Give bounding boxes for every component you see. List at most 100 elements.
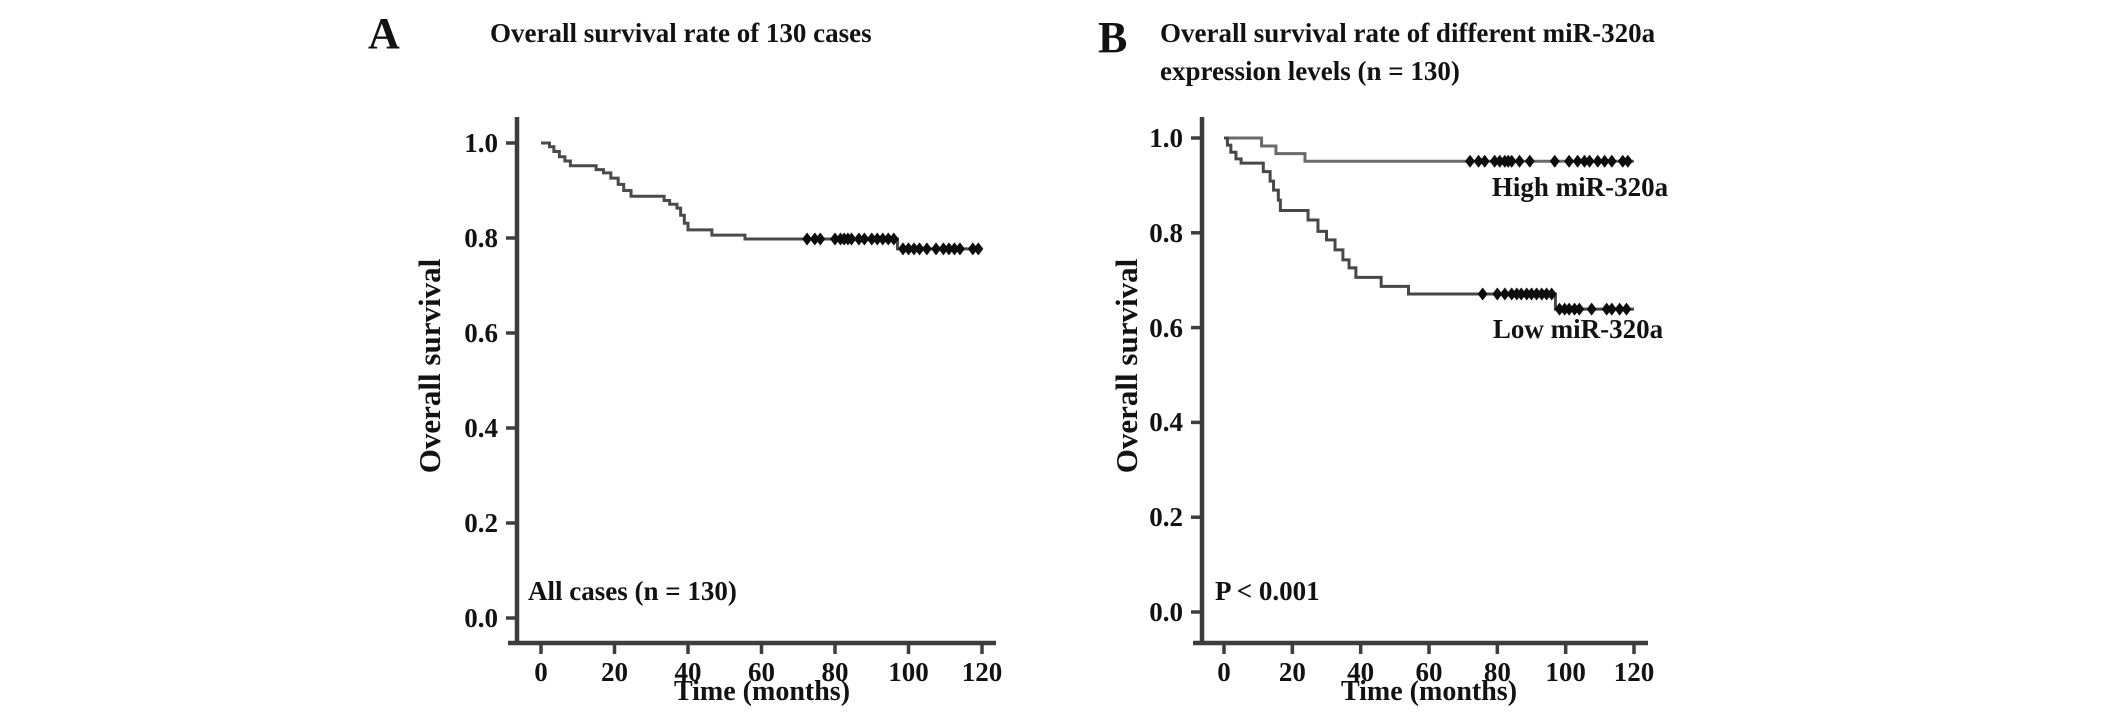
b-censor-mark-0	[1514, 154, 1525, 168]
b-censor-mark-1	[1477, 287, 1488, 301]
b-x-tick-label: 0	[1217, 657, 1231, 687]
b-censor-mark-0	[1592, 154, 1603, 168]
a-x-tick-label: 40	[674, 657, 702, 687]
b-x-tick-label: 40	[1347, 657, 1375, 687]
b-censor-mark-0	[1549, 154, 1560, 168]
a-censor-mark-0	[809, 232, 820, 246]
b-censor-mark-1	[1621, 302, 1632, 316]
b-censor-mark-1	[1506, 287, 1517, 301]
panel-b-letter: B	[1098, 13, 1128, 62]
b-censor-mark-1	[1499, 287, 1510, 301]
a-y-tick-label: 0.6	[464, 318, 498, 348]
high-curve-label: High miR-320a	[1491, 172, 1669, 202]
b-censor-mark-0	[1617, 154, 1628, 168]
b-y-tick-label: 0.4	[1149, 407, 1183, 438]
a-censor-mark-0	[888, 232, 899, 246]
a-censor-mark-0	[949, 242, 960, 256]
b-x-tick-label: 120	[1613, 657, 1655, 687]
a-y-tick-label: 0.8	[464, 223, 498, 253]
b-censor-mark-0	[1599, 154, 1610, 168]
b-censor-mark-1	[1526, 287, 1537, 301]
panel-b-y-axis-title: Overall survival	[1109, 258, 1144, 474]
b-x-tick-label: 20	[1278, 657, 1306, 687]
a-censor-mark-0	[903, 242, 914, 256]
b-y-tick-label: 0.2	[1149, 502, 1183, 533]
b-censor-mark-0	[1572, 154, 1583, 168]
a-censor-mark-0	[859, 232, 870, 246]
a-censor-mark-0	[967, 242, 978, 256]
b-censor-mark-1	[1586, 302, 1597, 316]
b-censor-mark-1	[1614, 302, 1625, 316]
b-censor-mark-1	[1541, 287, 1552, 301]
b-censor-mark-0	[1489, 154, 1500, 168]
b-censor-mark-0	[1465, 154, 1476, 168]
a-y-tick-label: 0.2	[464, 508, 498, 538]
a-x-tick-label: 20	[601, 657, 628, 687]
a-censor-mark-0	[802, 232, 813, 246]
a-x-tick-label: 60	[748, 657, 775, 687]
b-censor-mark-0	[1622, 154, 1633, 168]
a-censor-mark-0	[973, 242, 984, 256]
b-censor-mark-1	[1574, 302, 1585, 316]
a-censor-mark-0	[866, 232, 877, 246]
b-y-tick-label: 0.8	[1149, 217, 1183, 248]
a-censor-mark-0	[853, 232, 864, 246]
b-censor-mark-0	[1473, 154, 1484, 168]
b-y-tick-label: 0.6	[1149, 312, 1183, 343]
a-censor-mark-0	[815, 232, 826, 246]
b-censor-mark-1	[1516, 287, 1527, 301]
b-censor-mark-0	[1564, 154, 1575, 168]
panel-b-title-line1: Overall survival rate of different miR-3…	[1160, 18, 1656, 48]
a-censor-mark-0	[897, 242, 908, 256]
a-censor-mark-0	[931, 242, 942, 256]
b-y-tick-label: 1.0	[1149, 123, 1183, 153]
a-censor-mark-0	[954, 242, 965, 256]
b-censor-mark-0	[1524, 154, 1535, 168]
panel-b-annotation: P < 0.001	[1215, 576, 1320, 606]
a-y-tick-label: 1.0	[464, 128, 498, 158]
panel-a-title: Overall survival rate of 130 cases	[490, 18, 872, 48]
b-censor-mark-0	[1579, 154, 1590, 168]
b-censor-mark-1	[1492, 287, 1503, 301]
a-x-tick-label: 120	[961, 657, 1003, 687]
b-censor-mark-1	[1601, 302, 1612, 316]
a-censor-mark-0	[872, 232, 883, 246]
b-censor-mark-1	[1606, 302, 1617, 316]
panel-b-title-line2: expression levels (n = 130)	[1160, 56, 1460, 86]
a-censor-mark-0	[883, 232, 894, 246]
b-x-tick-label: 80	[1483, 657, 1511, 687]
a-censor-mark-0	[877, 232, 888, 246]
a-y-tick-label: 0.0	[464, 603, 498, 633]
a-censor-mark-0	[914, 242, 925, 256]
b-censor-mark-1	[1546, 287, 1557, 301]
panel-a-annotation: All cases (n = 130)	[528, 576, 737, 606]
b-survival-curve-1	[1224, 136, 1634, 311]
b-x-tick-label: 60	[1415, 657, 1443, 687]
b-censor-mark-1	[1531, 287, 1542, 301]
b-y-tick-label: 0.0	[1149, 597, 1183, 627]
a-censor-mark-0	[943, 242, 954, 256]
a-censor-mark-0	[846, 232, 857, 246]
panel-b-x-axis-title: Time (months)	[1340, 676, 1518, 707]
a-x-tick-label: 0	[534, 657, 548, 687]
b-censor-mark-0	[1506, 154, 1517, 168]
b-censor-mark-0	[1606, 154, 1617, 168]
a-y-tick-label: 0.4	[464, 413, 498, 443]
b-censor-mark-0	[1584, 154, 1595, 168]
a-x-tick-label: 100	[888, 657, 929, 687]
a-censor-mark-0	[938, 242, 949, 256]
b-censor-mark-0	[1494, 154, 1505, 168]
panel-a-letter: A	[368, 9, 400, 58]
b-censor-mark-0	[1479, 154, 1490, 168]
a-x-tick-label: 80	[821, 657, 849, 687]
low-curve-label: Low miR-320a	[1492, 314, 1664, 344]
b-censor-mark-1	[1564, 302, 1575, 316]
b-censor-mark-1	[1554, 302, 1565, 316]
a-survival-curve-0	[541, 141, 982, 251]
b-x-tick-label: 100	[1545, 657, 1586, 687]
a-censor-mark-0	[830, 232, 840, 246]
b-survival-curve-0	[1224, 136, 1634, 163]
panel-a-x-axis-title: Time (months)	[673, 676, 851, 707]
